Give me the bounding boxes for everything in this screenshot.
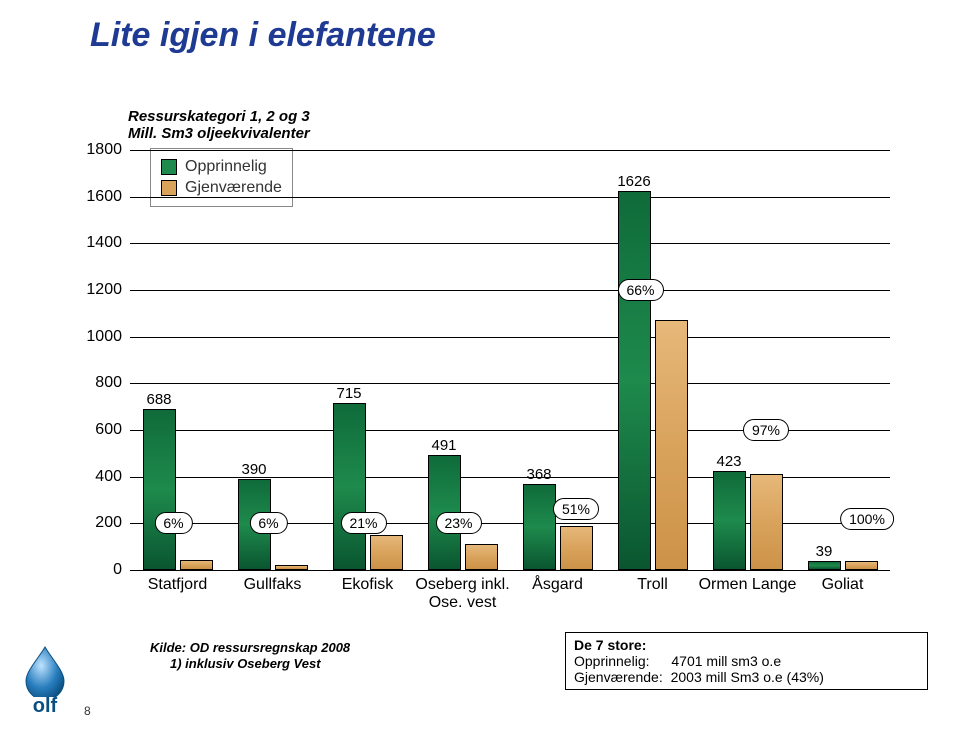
bar-value-label: 715	[336, 385, 361, 402]
source-line-1: Kilde: OD ressursregnskap 2008	[150, 640, 350, 655]
percent-pill: 100%	[840, 508, 894, 530]
bar-gjenvaerende	[465, 544, 498, 570]
y-tick-label: 600	[95, 421, 130, 439]
x-tick-label: Åsgard	[532, 576, 583, 594]
bar-opprinnelig	[143, 409, 176, 570]
y-tick-label: 800	[95, 374, 130, 392]
x-tick-label: Ekofisk	[342, 576, 394, 594]
summary-box-line1: Opprinnelig: 4701 mill sm3 o.e	[574, 653, 919, 669]
bar-opprinnelig	[333, 403, 366, 570]
bar-opprinnelig	[713, 471, 746, 570]
bar-value-label: 1626	[617, 173, 650, 190]
x-tick-label: Gullfaks	[244, 576, 302, 594]
bar-opprinnelig	[523, 484, 556, 570]
summary-box-line2: Gjenværende: 2003 mill Sm3 o.e (43%)	[574, 669, 919, 685]
x-tick-label: Oseberg inkl. Ose. vest	[415, 576, 509, 612]
percent-pill: 51%	[553, 498, 599, 520]
bar-value-label: 491	[431, 437, 456, 454]
bar-opprinnelig	[618, 191, 651, 570]
y-tick-label: 1800	[86, 141, 130, 159]
percent-pill: 97%	[743, 419, 789, 441]
y-tick-label: 1200	[86, 281, 130, 299]
percent-pill: 6%	[154, 512, 192, 534]
summary-line1-label: Opprinnelig:	[574, 653, 650, 669]
gridline	[130, 150, 890, 151]
page-title: Lite igjen i elefantene	[90, 16, 436, 55]
bar-value-label: 368	[526, 466, 551, 483]
summary-box-title: De 7 store:	[574, 637, 919, 653]
y-tick-label: 200	[95, 514, 130, 532]
y-tick-label: 1400	[86, 234, 130, 252]
gridline	[130, 197, 890, 198]
y-tick-label: 400	[95, 468, 130, 486]
gridline	[130, 570, 890, 571]
summary-line2-label: Gjenværende:	[574, 669, 663, 685]
y-tick-label: 1600	[86, 188, 130, 206]
bar-value-label: 423	[716, 453, 741, 470]
bar-value-label: 688	[146, 391, 171, 408]
x-tick-label: Statfjord	[148, 576, 208, 594]
bar-gjenvaerende	[750, 474, 783, 570]
x-tick-label: Ormen Lange	[699, 576, 797, 594]
olf-logo: olf	[18, 643, 72, 718]
source-line-2: 1) inklusiv Oseberg Vest	[170, 656, 321, 671]
percent-pill: 6%	[249, 512, 287, 534]
percent-pill: 21%	[340, 512, 386, 534]
page-number: 8	[84, 704, 91, 718]
summary-line1-value: 4701 mill sm3 o.e	[671, 653, 781, 669]
summary-box-7store: De 7 store: Opprinnelig: 4701 mill sm3 o…	[565, 632, 928, 690]
chart-plot-area: 0200400600800100012001400160018006886%St…	[130, 150, 890, 570]
bar-value-label: 39	[816, 543, 833, 560]
bar-gjenvaerende	[560, 526, 593, 570]
bar-gjenvaerende	[275, 565, 308, 570]
gridline	[130, 290, 890, 291]
gridline	[130, 337, 890, 338]
percent-pill: 66%	[617, 279, 663, 301]
bar-gjenvaerende	[370, 535, 403, 570]
x-tick-label: Goliat	[822, 576, 864, 594]
water-drop-icon	[18, 643, 72, 697]
y-tick-label: 0	[113, 561, 130, 579]
gridline	[130, 383, 890, 384]
chart-subtitle: Ressurskategori 1, 2 og 3 Mill. Sm3 olje…	[128, 108, 310, 142]
bar-gjenvaerende	[180, 560, 213, 570]
percent-pill: 23%	[435, 512, 481, 534]
bar-value-label: 390	[241, 461, 266, 478]
bar-gjenvaerende	[845, 561, 878, 570]
y-tick-label: 1000	[86, 328, 130, 346]
olf-logo-text: olf	[33, 695, 57, 718]
x-tick-label: Troll	[637, 576, 668, 594]
bar-gjenvaerende	[655, 320, 688, 570]
bar-opprinnelig	[808, 561, 841, 570]
summary-line2-value: 2003 mill Sm3 o.e (43%)	[671, 669, 824, 685]
gridline	[130, 243, 890, 244]
